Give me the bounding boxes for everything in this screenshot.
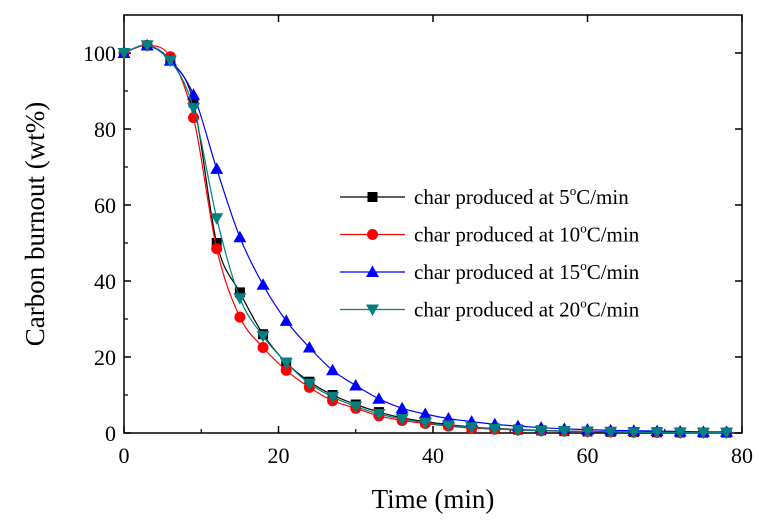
data-point: [534, 425, 548, 438]
y-axis-label: Carbon burnout (wt%): [20, 102, 50, 346]
legend-marker: [367, 229, 378, 240]
data-point: [187, 103, 201, 115]
x-axis-label: Time (min): [372, 484, 495, 514]
data-point: [188, 97, 199, 108]
data-point: [326, 391, 340, 404]
data-point: [302, 378, 316, 391]
y-tick-label: 100: [83, 41, 116, 66]
y-tick-label: 20: [94, 345, 116, 370]
data-point: [673, 427, 687, 440]
x-tick-label: 0: [119, 443, 130, 468]
y-tick-label: 0: [105, 421, 116, 446]
data-point: [349, 379, 363, 391]
data-point: [211, 238, 222, 248]
x-tick-label: 20: [268, 443, 290, 468]
data-point: [418, 407, 432, 419]
legend-entry: char produced at 5oC/min: [340, 183, 629, 209]
data-point: [210, 213, 224, 225]
data-point: [349, 401, 363, 413]
data-point: [234, 287, 245, 298]
y-tick-label: 60: [94, 193, 116, 218]
data-point: [650, 427, 664, 439]
data-point: [511, 424, 525, 437]
data-point: [211, 243, 223, 255]
data-point: [257, 342, 269, 353]
data-point: [210, 162, 224, 174]
data-point: [256, 278, 270, 290]
data-point: [256, 331, 270, 343]
legend-marker: [366, 265, 379, 277]
legend-entry: char produced at 15oC/min: [340, 258, 640, 284]
legend-label: char produced at 15oC/min: [414, 258, 640, 284]
data-point: [465, 422, 479, 434]
data-point: [604, 426, 618, 439]
legend-entry: char produced at 20oC/min: [340, 296, 640, 322]
data-point: [488, 423, 502, 436]
data-point: [302, 341, 316, 353]
series-layer: [117, 38, 734, 440]
data-point: [627, 427, 641, 439]
data-point: [117, 48, 131, 60]
legend-label: char produced at 20oC/min: [414, 296, 640, 322]
data-point: [581, 426, 594, 438]
data-point: [279, 314, 293, 326]
data-point: [720, 427, 734, 440]
data-point: [441, 420, 455, 432]
legend: char produced at 5oC/min char produced at…: [340, 183, 640, 322]
legend-entry: char produced at 10oC/min: [340, 221, 640, 247]
legend-label: char produced at 10oC/min: [414, 221, 640, 247]
y-tick-label: 80: [94, 117, 116, 142]
x-tick-label: 60: [577, 443, 599, 468]
data-point: [140, 40, 154, 52]
y-tick-label: 40: [94, 269, 116, 294]
data-point: [234, 311, 246, 323]
data-point: [163, 55, 177, 68]
data-point: [372, 409, 386, 421]
legend-marker: [366, 304, 379, 316]
data-point: [418, 417, 432, 430]
legend-label: char produced at 5oC/min: [414, 183, 629, 209]
x-tick-label: 40: [422, 443, 444, 468]
data-point: [395, 413, 409, 426]
data-point: [233, 230, 247, 243]
data-point: [279, 357, 293, 370]
axis-ticks: 0 20 40 60 80 0 20 40 60 80 100: [83, 15, 753, 468]
x-tick-label: 80: [731, 443, 753, 468]
data-point: [280, 364, 292, 376]
data-point: [557, 426, 571, 438]
series-4: [117, 40, 734, 440]
data-point: [395, 401, 409, 414]
data-point: [696, 427, 710, 440]
data-point: [233, 293, 247, 305]
data-point: [326, 363, 340, 376]
legend-marker: [367, 192, 378, 202]
data-point: [372, 392, 386, 404]
